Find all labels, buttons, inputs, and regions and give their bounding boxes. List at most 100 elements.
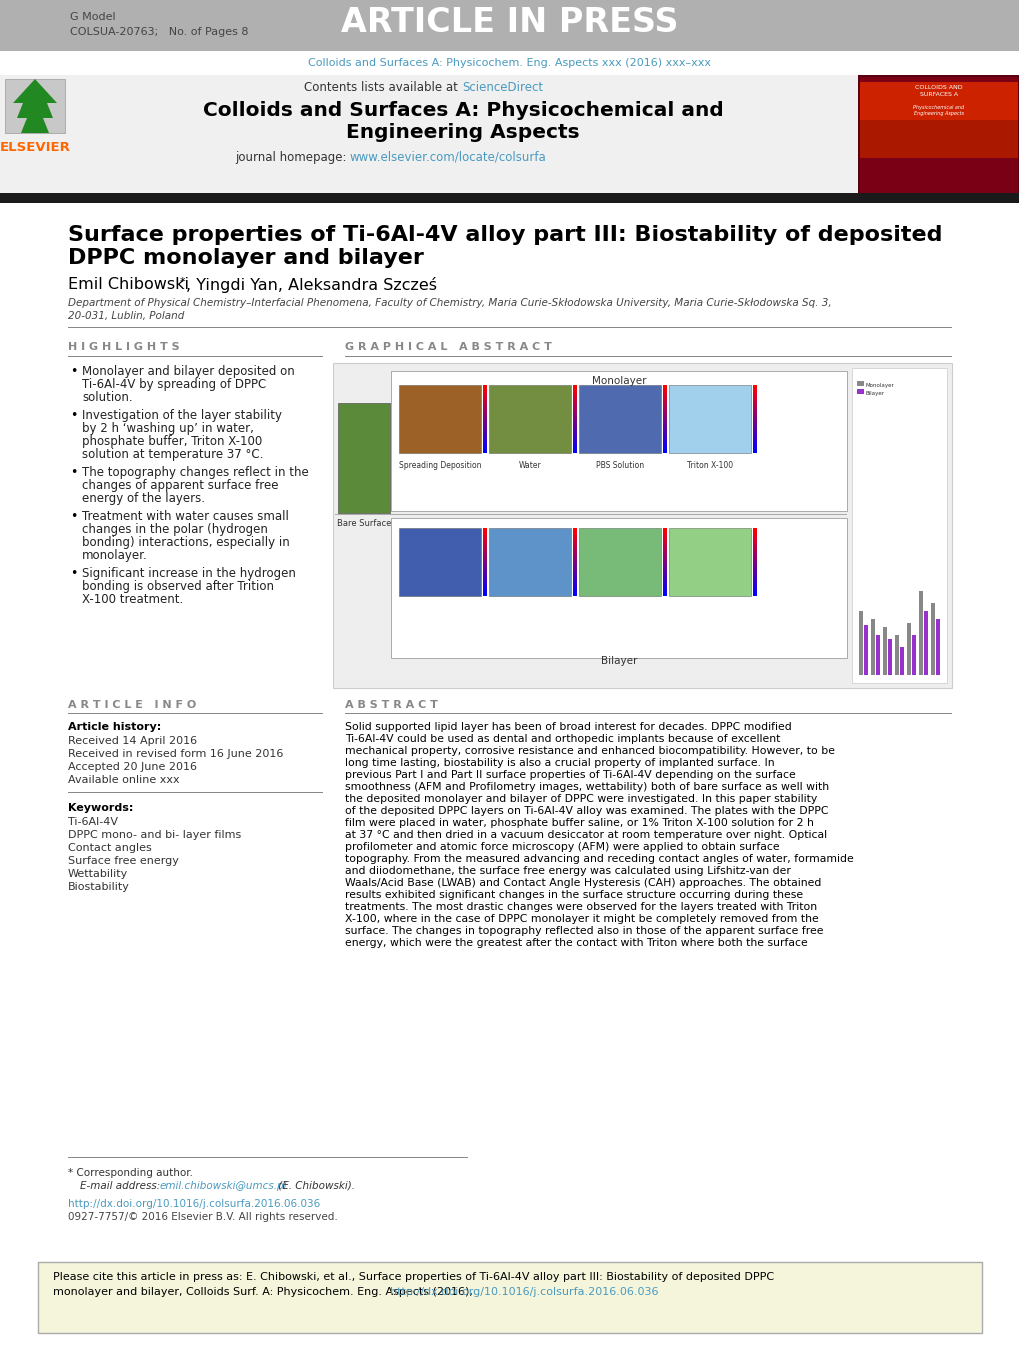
Text: Received in revised form 16 June 2016: Received in revised form 16 June 2016 (68, 748, 283, 759)
Text: Treatment with water causes small: Treatment with water causes small (82, 509, 288, 523)
Text: bonding is observed after Trition: bonding is observed after Trition (82, 580, 274, 593)
Bar (662, 432, 666, 436)
Text: ARTICLE IN PRESS: ARTICLE IN PRESS (341, 5, 678, 39)
Text: bonding) interactions, especially in: bonding) interactions, especially in (82, 536, 289, 549)
Bar (483, 549, 486, 551)
Bar (483, 566, 486, 569)
Bar (573, 586, 577, 589)
Bar (858, 611, 862, 676)
Text: Spreading Deposition: Spreading Deposition (398, 461, 481, 470)
Bar (483, 419, 486, 423)
Bar (573, 392, 577, 396)
Bar (573, 409, 577, 412)
Bar (573, 439, 577, 443)
Bar (483, 399, 486, 403)
Text: PBS Solution: PBS Solution (595, 461, 643, 470)
Bar (752, 566, 756, 569)
Bar (662, 403, 666, 405)
Text: A B S T R A C T: A B S T R A C T (344, 700, 437, 711)
Bar (483, 439, 486, 443)
Text: energy, which were the greatest after the contact with Triton where both the sur: energy, which were the greatest after th… (344, 938, 807, 948)
Bar (573, 443, 577, 446)
Text: Ti-6Al-4V could be used as dental and orthopedic implants because of excellent: Ti-6Al-4V could be used as dental and or… (344, 734, 780, 744)
Bar (662, 405, 666, 409)
Bar (930, 603, 934, 676)
Text: * Corresponding author.: * Corresponding author. (68, 1169, 193, 1178)
Bar (573, 416, 577, 419)
Polygon shape (13, 78, 57, 132)
Text: Bare Surface: Bare Surface (336, 519, 391, 528)
Bar (483, 396, 486, 399)
Bar (332, 363, 951, 688)
Bar (573, 551, 577, 555)
Bar (752, 573, 756, 576)
Bar (483, 551, 486, 555)
Bar (390, 372, 846, 511)
Bar (662, 419, 666, 423)
Bar (662, 388, 666, 392)
Text: The topography changes reflect in the: The topography changes reflect in the (82, 466, 309, 480)
Bar (668, 385, 750, 453)
Bar (935, 619, 940, 676)
Text: the deposited monolayer and bilayer of DPPC were investigated. In this paper sta: the deposited monolayer and bilayer of D… (344, 794, 816, 804)
Text: A R T I C L E   I N F O: A R T I C L E I N F O (68, 700, 196, 711)
Bar (662, 426, 666, 430)
Text: http://dx.doi.org/10.1016/j.colsurfa.2016.06.036: http://dx.doi.org/10.1016/j.colsurfa.201… (390, 1288, 658, 1297)
Bar (851, 367, 946, 684)
Bar (573, 580, 577, 582)
Bar (662, 392, 666, 396)
Bar (752, 551, 756, 555)
Text: Contents lists available at: Contents lists available at (304, 81, 462, 95)
Bar (483, 388, 486, 392)
Bar (573, 432, 577, 436)
Bar (483, 528, 486, 531)
Bar (483, 580, 486, 582)
Bar (662, 396, 666, 399)
Text: 20-031, Lublin, Poland: 20-031, Lublin, Poland (68, 311, 184, 322)
Bar (662, 531, 666, 535)
Bar (752, 430, 756, 432)
Bar (662, 576, 666, 580)
Bar (662, 528, 666, 531)
Text: and diiodomethane, the surface free energy was calculated using Lifshitz-van der: and diiodomethane, the surface free ener… (344, 866, 790, 875)
Bar (573, 446, 577, 450)
Text: *: * (179, 277, 185, 286)
Text: solution.: solution. (82, 390, 132, 404)
Text: emil.chibowski@umcs.pl: emil.chibowski@umcs.pl (160, 1181, 287, 1192)
Text: •: • (70, 567, 77, 580)
Bar (573, 555, 577, 558)
Bar (337, 403, 389, 513)
Bar (483, 430, 486, 432)
Bar (752, 531, 756, 535)
Text: topography. From the measured advancing and receding contact angles of water, fo: topography. From the measured advancing … (344, 854, 853, 865)
Bar (662, 385, 666, 388)
Text: www.elsevier.com/locate/colsurfa: www.elsevier.com/locate/colsurfa (350, 151, 546, 163)
Bar (875, 635, 879, 676)
Bar (662, 569, 666, 573)
Bar (882, 627, 887, 676)
Bar (483, 586, 486, 589)
Bar (662, 416, 666, 419)
Text: Article history:: Article history: (68, 721, 161, 732)
Bar (662, 544, 666, 549)
Text: Bilayer: Bilayer (865, 390, 884, 396)
Bar (5, 78, 65, 132)
Text: (E. Chibowski).: (E. Chibowski). (275, 1181, 355, 1192)
Bar (573, 426, 577, 430)
Bar (752, 388, 756, 392)
Bar (573, 436, 577, 439)
Bar (573, 423, 577, 426)
Bar (752, 385, 756, 388)
Text: at 37 °C and then dried in a vacuum desiccator at room temperature over night. O: at 37 °C and then dried in a vacuum desi… (344, 830, 826, 840)
Text: X-100 treatment.: X-100 treatment. (82, 593, 183, 607)
Bar (573, 430, 577, 432)
Bar (573, 573, 577, 576)
Bar (483, 432, 486, 436)
Bar (483, 531, 486, 535)
Text: Please cite this article in press as: E. Chibowski, et al., Surface properties o: Please cite this article in press as: E.… (53, 1273, 773, 1282)
Bar (752, 580, 756, 582)
Bar (483, 544, 486, 549)
Bar (888, 639, 892, 676)
Text: Ti-6Al-4V by spreading of DPPC: Ti-6Al-4V by spreading of DPPC (82, 378, 266, 390)
Text: Wettability: Wettability (68, 869, 128, 880)
